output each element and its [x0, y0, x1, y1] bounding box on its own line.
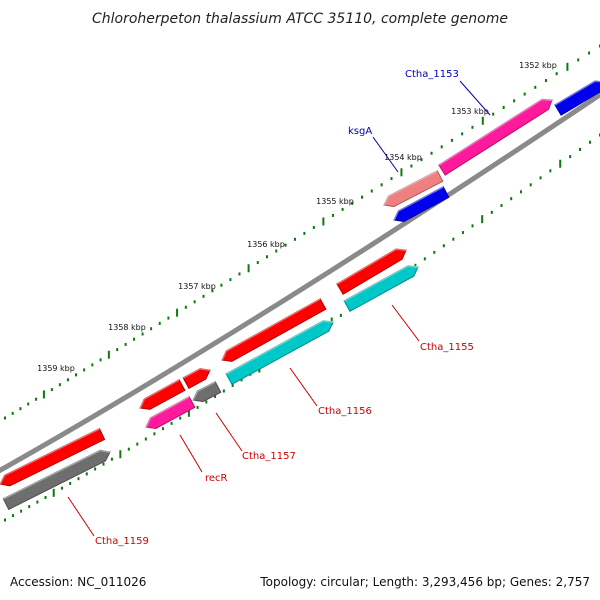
gene-arrow[interactable] [343, 264, 419, 312]
leader-line [289, 367, 318, 407]
leader-line [67, 496, 95, 537]
kbp-tick-label: 1352 kbp [519, 61, 557, 70]
kbp-tick-label: 1357 kbp [178, 282, 216, 291]
gene-arrow-body [221, 298, 327, 362]
backbone [0, 91, 600, 474]
gene-label-group[interactable]: Ctha_1159 [67, 496, 149, 547]
gene-features [0, 79, 600, 511]
gene-arrow-body [393, 186, 450, 223]
gene-arrow-highlight [145, 395, 190, 428]
tick-labels: 1352 kbp 1353 kbp 1354 kbp 1355 kbp 1356 kbp… [37, 61, 557, 373]
kbp-tick-label: 1355 kbp [316, 197, 354, 206]
gene-arrow-body [225, 320, 334, 385]
gene-arrow[interactable] [438, 98, 553, 176]
gene-label[interactable]: Ctha_1156 [318, 406, 372, 417]
gene-arrow-body [145, 396, 196, 430]
gene-arrow[interactable] [336, 247, 407, 295]
gene-arrow[interactable] [182, 367, 211, 389]
gene-arrow-body [2, 449, 111, 511]
accession-text: Accession: NC_011026 [10, 575, 146, 589]
gene-arrow-body [438, 98, 553, 176]
gene-label-group[interactable]: Ctha_1155 [391, 304, 474, 353]
kbp-tick-label: 1354 kbp [384, 153, 422, 162]
gene-arrow-body [554, 80, 600, 116]
gene-label[interactable]: Ctha_1153 [405, 69, 459, 80]
map-title: Chloroherpeton thalassium ATCC 35110, co… [92, 11, 508, 27]
gene-arrow[interactable] [383, 169, 444, 208]
kbp-tick-label: 1358 kbp [108, 323, 146, 332]
gene-arrow-highlight [554, 79, 600, 106]
gene-arrow-highlight [225, 319, 334, 375]
gene-arrow-body [383, 170, 444, 208]
kbp-tick-label: 1359 kbp [37, 364, 75, 373]
gene-arrow-body [0, 427, 106, 487]
leader-line [372, 136, 399, 173]
gene-label[interactable]: Ctha_1155 [420, 342, 474, 353]
gene-arrow-highlight [383, 169, 438, 206]
inner-tick-ring [4, 133, 600, 522]
gene-labels: Ctha_1153 ksgA Ctha_1155 Ctha_1156 Ctha_1157… [67, 69, 491, 547]
leader-line [215, 412, 243, 452]
gene-arrow-body [192, 381, 222, 403]
gene-arrow[interactable] [139, 378, 186, 410]
gene-label[interactable]: ksgA [348, 126, 372, 137]
gene-label-group[interactable]: ksgA [348, 126, 399, 173]
kbp-tick-label: 1353 kbp [451, 107, 489, 116]
gene-label-group[interactable]: Ctha_1153 [405, 69, 491, 116]
gene-label[interactable]: Ctha_1157 [242, 451, 296, 462]
gene-arrow[interactable] [221, 297, 327, 362]
gene-arrow[interactable] [192, 380, 222, 403]
gene-arrow[interactable] [554, 79, 600, 116]
gene-label-group[interactable]: Ctha_1157 [215, 412, 296, 462]
gene-arrow-body [139, 379, 186, 410]
gene-arrow-highlight [221, 297, 321, 361]
leader-line [179, 434, 203, 473]
gene-arrow-highlight [438, 98, 553, 166]
gene-arrow-highlight [182, 367, 211, 379]
gene-arrow-highlight [0, 427, 100, 485]
summary-text: Topology: circular; Length: 3,293,456 bp… [259, 575, 590, 589]
gene-label-group[interactable]: recR [179, 434, 228, 484]
outer-tick-ring [4, 44, 600, 420]
gene-arrow[interactable] [393, 185, 450, 223]
gene-arrow-body [343, 265, 419, 312]
gene-arrow[interactable] [145, 395, 196, 430]
gene-arrow-highlight [192, 380, 216, 401]
leader-line [459, 80, 491, 116]
gene-arrow-highlight [393, 185, 444, 221]
gene-label[interactable]: Ctha_1159 [95, 536, 149, 547]
gene-label[interactable]: recR [205, 473, 228, 484]
gene-arrow-highlight [139, 378, 180, 409]
gene-label-group[interactable]: Ctha_1156 [289, 367, 372, 417]
gene-arrow-body [336, 248, 407, 295]
kbp-tick-label: 1356 kbp [247, 240, 285, 249]
leader-line [391, 304, 420, 342]
gene-arrow[interactable] [0, 427, 106, 487]
gene-arrow-highlight [343, 264, 419, 302]
backbone-line [0, 91, 600, 474]
gene-arrow-body [182, 367, 211, 389]
gene-arrow[interactable] [225, 319, 334, 385]
gene-arrow-highlight [336, 247, 407, 285]
gene-arrow[interactable] [2, 449, 111, 511]
gene-arrow-highlight [2, 449, 111, 500]
